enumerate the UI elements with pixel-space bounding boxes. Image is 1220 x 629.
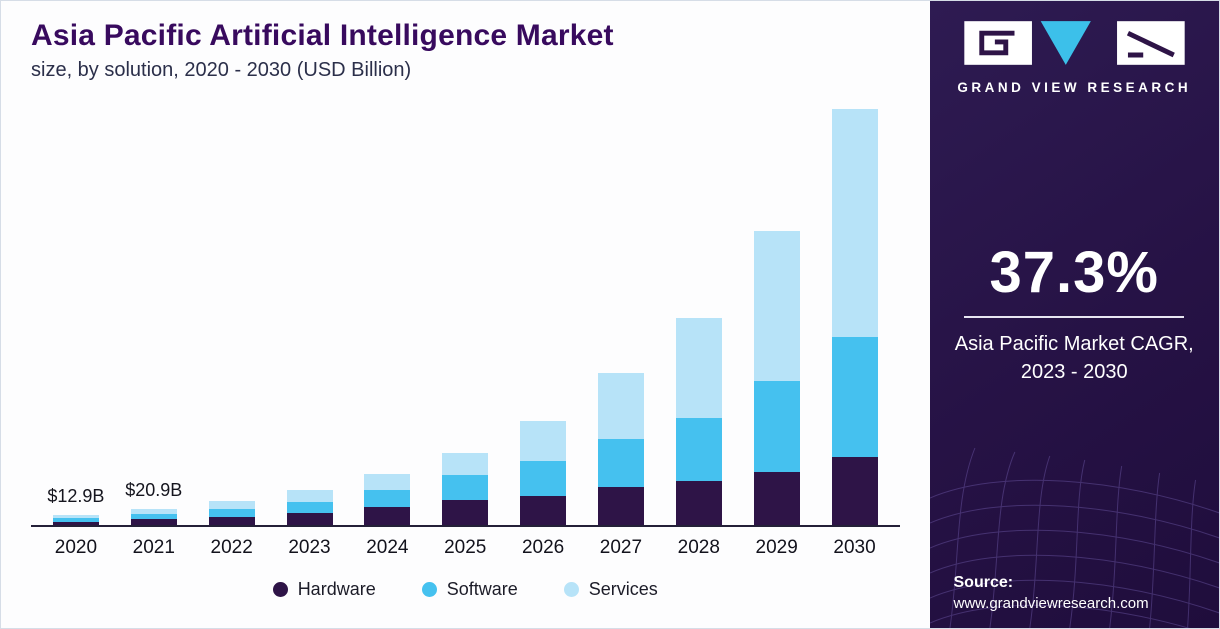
x-axis-label: 2022: [210, 537, 253, 558]
bar-segment-hardware: [208, 517, 255, 525]
bar-segment-software: [753, 381, 800, 473]
bar-cell: [193, 500, 271, 525]
sidebar: GRAND VIEW RESEARCH 37.3% Asia Pacific M…: [929, 1, 1220, 628]
legend-dot-software: [421, 582, 437, 597]
x-axis-label: 2020: [54, 537, 98, 558]
bar-segment-hardware: [675, 480, 722, 525]
legend-label: Software: [446, 579, 518, 599]
bar-cell: [504, 420, 582, 525]
grand-view-research-logo-icon: [964, 21, 1185, 65]
stat-divider: [964, 316, 1185, 318]
x-axis-label: 2021: [132, 537, 175, 558]
x-axis-label: 2027: [599, 537, 643, 558]
x-axis-label: 2025: [444, 537, 487, 558]
cagr-stat-block: 37.3% Asia Pacific Market CAGR, 2023 - 2…: [930, 239, 1220, 386]
bar-segment-hardware: [364, 507, 411, 525]
bar-stack: [675, 317, 722, 525]
bar-stack: [286, 490, 333, 525]
bar-cell: $12.9B: [37, 486, 115, 525]
cagr-caption: Asia Pacific Market CAGR, 2023 - 2030: [930, 330, 1220, 386]
brand-name: GRAND VIEW RESEARCH: [957, 80, 1192, 95]
bar-stack: [52, 515, 99, 525]
bar-segment-hardware: [753, 472, 800, 525]
bar-stack: [753, 230, 800, 525]
x-axis-label: 2024: [366, 537, 409, 558]
bar-segment-services: [208, 500, 255, 509]
bar-cell: [816, 109, 894, 525]
bar-segment-software: [286, 502, 333, 514]
bar-segment-software: [442, 475, 489, 501]
bar-stack: [442, 453, 489, 525]
bar-annotation: $20.9B: [125, 479, 183, 500]
legend-label: Hardware: [297, 579, 376, 599]
page-subtitle: size, by solution, 2020 - 2030 (USD Bill…: [31, 59, 412, 81]
bar-segment-hardware: [831, 456, 878, 525]
chart-panel: Asia Pacific Artificial Intelligence Mar…: [1, 1, 930, 628]
x-axis-label: 2029: [755, 537, 798, 558]
bar-cell: [426, 453, 504, 525]
bar-segment-services: [675, 317, 722, 418]
logo-block: GRAND VIEW RESEARCH: [930, 1, 1220, 95]
x-axis-label: 2030: [833, 537, 876, 558]
legend-item: Software: [421, 579, 518, 600]
legend-dot-services: [563, 582, 579, 597]
bar-segment-services: [52, 515, 99, 519]
bar-segment-hardware: [520, 495, 567, 525]
bar-chart: $12.9B $20.9B 2020 2021 2022 2023 2024 2025 202…: [31, 92, 900, 559]
x-axis-label: 2026: [521, 537, 565, 558]
bar-segment-software: [208, 508, 255, 518]
bar-segment-services: [364, 473, 411, 491]
bar-segment-software: [130, 513, 177, 520]
bars-row: $12.9B $20.9B: [31, 92, 900, 527]
bar-segment-software: [675, 417, 722, 481]
bar-cell: [660, 317, 738, 525]
x-axis-label: 2023: [288, 537, 331, 558]
x-axis-label: 2028: [677, 537, 720, 558]
bar-cell: [738, 230, 816, 525]
bar-cell: [348, 473, 426, 525]
bar-stack: [208, 500, 255, 525]
bar-stack: [831, 109, 878, 525]
bar-stack: [520, 420, 567, 525]
bar-segment-hardware: [286, 513, 333, 525]
bar-segment-services: [286, 490, 333, 503]
bar-stack: [597, 373, 644, 525]
bar-segment-services: [597, 373, 644, 439]
bar-cell: [582, 373, 660, 525]
bar-segment-services: [520, 420, 567, 461]
legend-dot-hardware: [272, 582, 288, 597]
bar-segment-services: [442, 453, 489, 476]
bar-segment-hardware: [597, 486, 644, 525]
cagr-caption-line2: 2023 - 2030: [1020, 361, 1128, 383]
mesh-pattern-icon: [929, 447, 1219, 628]
bar-segment-hardware: [130, 519, 177, 525]
bar-cell: $20.9B: [115, 480, 193, 525]
legend-item: Services: [563, 579, 658, 600]
cagr-caption-line1: Asia Pacific Market CAGR,: [954, 333, 1194, 355]
bar-annotation: $12.9B: [47, 486, 105, 507]
source-label: Source:: [953, 574, 1014, 591]
bar-segment-services: [831, 109, 878, 338]
legend-item: Hardware: [272, 579, 376, 600]
source-block: Source: www.grandviewresearch.com: [954, 574, 1149, 612]
bar-stack: [364, 473, 411, 525]
cagr-value: 37.3%: [989, 240, 1159, 305]
bar-segment-hardware: [442, 500, 489, 525]
legend-label: Services: [588, 579, 658, 599]
bar-segment-hardware: [52, 521, 99, 525]
bar-segment-software: [52, 518, 99, 522]
legend: Hardware Software Services: [31, 579, 900, 600]
bar-segment-software: [520, 460, 567, 496]
bar-cell: [271, 490, 349, 525]
bar-segment-services: [753, 230, 800, 382]
bar-segment-software: [831, 337, 878, 457]
bar-stack: [130, 508, 177, 525]
x-axis-labels: 2020 2021 2022 2023 2024 2025 2026 2027 2028 2029…: [31, 527, 900, 559]
bar-segment-services: [130, 508, 177, 514]
bar-segment-software: [364, 490, 411, 508]
page-title: Asia Pacific Artificial Intelligence Mar…: [31, 19, 614, 52]
bar-segment-software: [597, 438, 644, 487]
source-url: www.grandviewresearch.com: [953, 595, 1149, 612]
